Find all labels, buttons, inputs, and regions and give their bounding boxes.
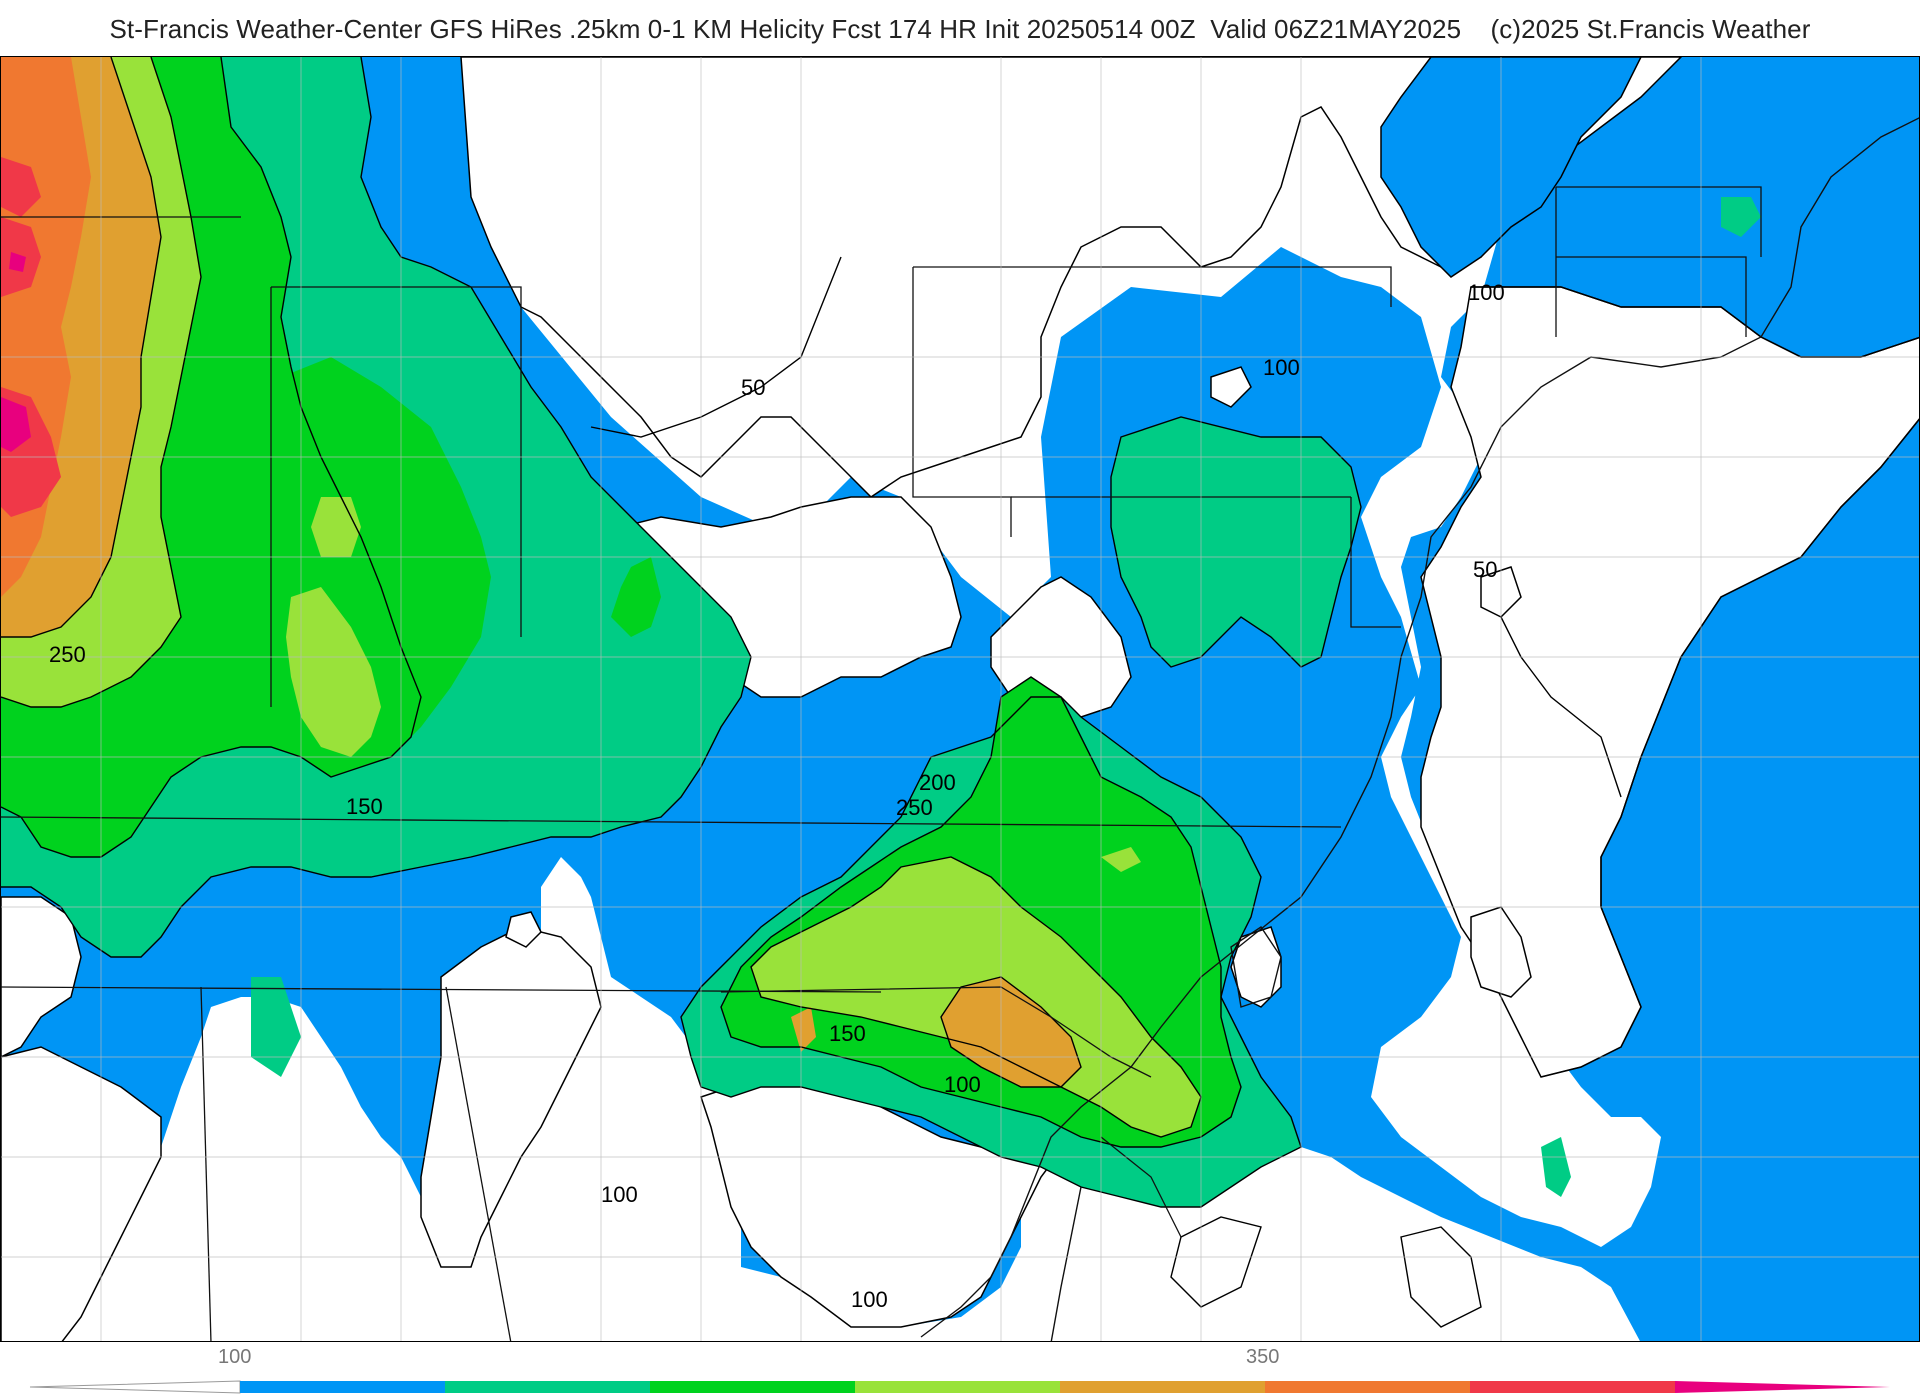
legend-tick-350: 350 [1246,1346,1280,1368]
contour-labels: 250 150 200 250 150 100 100 100 50 100 1… [49,280,1505,1312]
contour-label-200-carolina: 200 [919,770,956,795]
legend-bar [29,1380,1890,1394]
map-title: St-Francis Weather-Center GFS HiRes .25k… [0,14,1920,45]
contour-label-100-ne: 100 [1468,280,1505,305]
legend-swatch-150 [445,1381,650,1393]
title-copyright: (c)2025 St.Francis Weather [1490,14,1811,44]
holes-below-100 [1,57,1919,1341]
state-borders [1,186,1762,1341]
legend-swatch-450 [1675,1381,1890,1393]
legend-tick-100: 100 [218,1346,252,1368]
contour-label-100-pa: 100 [1263,355,1300,380]
legend-swatch-300 [1060,1381,1265,1393]
legend-swatch-400 [1470,1381,1675,1393]
contour-label-150-west: 150 [346,794,383,819]
contour-label-150-carolina: 150 [829,1021,866,1046]
legend-swatch-250 [855,1381,1060,1393]
coastline [920,117,1919,1341]
contour-label-250-west: 250 [49,642,86,667]
contour-label-50-ohio: 50 [741,375,765,400]
contour-label-100-coast: 100 [851,1287,888,1312]
legend-swatch-200 [650,1381,855,1393]
legend-swatch-100 [240,1381,445,1393]
shade-450 [1,252,31,452]
legend-left-arrow [29,1380,241,1394]
contour-label-100-sc: 100 [944,1072,981,1097]
title-main: St-Francis Weather-Center GFS HiRes .25k… [109,14,1462,44]
contour-label-50-atlantic: 50 [1473,557,1497,582]
helicity-map: 250 150 200 250 150 100 100 100 50 100 1… [0,56,1920,1342]
legend-swatch-350 [1265,1381,1470,1393]
map-canvas: 250 150 200 250 150 100 100 100 50 100 1… [1,57,1919,1341]
contour-label-250-carolina: 250 [896,795,933,820]
county-lines [1,57,1919,1341]
contour-label-100-ga: 100 [601,1182,638,1207]
color-legend: 100 350 [0,1342,1920,1400]
